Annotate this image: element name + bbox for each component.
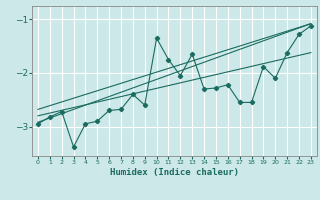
X-axis label: Humidex (Indice chaleur): Humidex (Indice chaleur) [110,168,239,177]
